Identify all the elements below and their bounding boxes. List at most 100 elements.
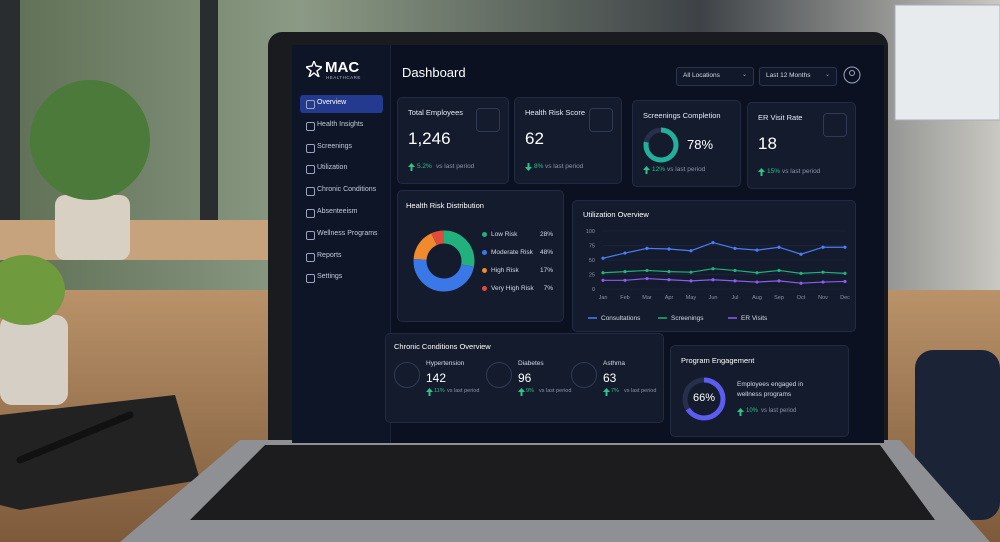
chart-area: 0 25 50 75 100 Jan Feb Mar Apr May Jun Jul Aug Sep Oct… [586, 229, 850, 322]
nav-icon [306, 121, 315, 131]
condition-icon [486, 362, 512, 388]
arrow [758, 168, 765, 176]
trend-arrow [426, 388, 433, 396]
risk-card: Health Risk Distribution Low Risk 28% Moder… [397, 190, 564, 322]
nav-label: Health Insights [317, 120, 364, 128]
plant-pot [0, 315, 68, 405]
data-point [777, 245, 781, 249]
nav-item[interactable]: Wellness Programs [300, 226, 383, 244]
kpi-value: 1,246 [408, 129, 451, 148]
nav-icon [306, 187, 315, 197]
nav-icon [306, 252, 315, 262]
kpi-change: 15% [767, 168, 781, 175]
data-point [667, 247, 671, 251]
arrow [603, 388, 610, 396]
trend-arrow [758, 168, 765, 176]
condition-icon [571, 362, 597, 388]
nav-icon [306, 209, 315, 218]
engagement-change: 10% [746, 408, 759, 414]
x-tick-label: Jul [731, 295, 738, 301]
legend-value: 17% [539, 267, 553, 274]
data-point [601, 271, 605, 275]
kpi-value: 78% [687, 137, 714, 152]
dropdown-caret: ⌄ [741, 72, 747, 78]
data-point [623, 278, 627, 282]
kpi-label: Total Employees [408, 108, 464, 117]
trend-arrow [643, 166, 650, 174]
trend-arrow [408, 163, 415, 171]
data-point [711, 241, 715, 245]
chart-area [682, 377, 726, 421]
x-tick-label: Mar [642, 295, 652, 301]
legend-dot [482, 232, 487, 237]
wall-poster [894, 4, 1000, 121]
kpi-note: vs last period [782, 168, 821, 175]
nav-icon [306, 143, 315, 153]
donut-segment [413, 230, 475, 292]
condition-value: 96 [518, 371, 532, 385]
pen [16, 411, 134, 464]
plant [30, 80, 150, 200]
nav-item[interactable]: Health Insights [300, 117, 383, 135]
nav-label: Utilization [317, 164, 348, 172]
nav-item[interactable]: Utilization [300, 160, 383, 178]
condition-value: 142 [426, 371, 447, 385]
page-title: Dashboard [402, 65, 466, 80]
y-tick-label: 0 [592, 287, 595, 293]
nav-label: Reports [317, 251, 342, 259]
filter-dropdown[interactable]: All Locations ⌄ [676, 67, 754, 86]
chronic-card: Chronic Conditions Overview Hypertension 1… [385, 333, 664, 423]
kpi-icon [589, 108, 613, 132]
data-point [843, 279, 847, 284]
condition-note: vs last period [447, 388, 480, 394]
brand-name: MAC [325, 59, 360, 76]
legend-label: ER Visits [741, 315, 768, 322]
chart-area [643, 127, 679, 163]
avatar [843, 66, 861, 84]
trend-arrow [525, 163, 532, 171]
nav-label: Settings [317, 273, 343, 281]
data-point [843, 245, 847, 249]
nav-icon [306, 230, 315, 240]
nav-item[interactable]: Chronic Conditions [300, 182, 383, 200]
data-point [821, 280, 825, 284]
condition-name: Diabetes [518, 360, 544, 367]
trend-arrow [737, 408, 744, 416]
y-tick-label: 75 [589, 244, 595, 250]
filter-label: Last 12 Months [766, 72, 811, 79]
nav-icon [306, 274, 315, 284]
kpi-card: Health Risk Score 62 8% vs last period [514, 97, 622, 184]
x-tick-label: Jan [599, 295, 608, 301]
data-point [777, 268, 781, 273]
trend-arrow [603, 388, 610, 396]
data-point [799, 281, 803, 285]
data-point [821, 270, 825, 274]
sidebar: MAC HEALTHCARE Overview Health Insights Scre… [292, 45, 391, 443]
x-tick-label: Jun [709, 295, 718, 301]
y-tick-label: 100 [586, 229, 595, 235]
nav-label: Chronic Conditions [317, 186, 377, 194]
filter-dropdown[interactable]: Last 12 Months ⌄ [759, 67, 837, 86]
data-point [645, 276, 649, 281]
avatar-head [849, 70, 855, 76]
data-point [711, 278, 715, 282]
dropdown-caret: ⌄ [824, 72, 830, 78]
data-point [733, 268, 737, 273]
arrow [426, 388, 433, 396]
nav-item[interactable]: Overview [300, 95, 383, 113]
nav-label: Wellness Programs [317, 229, 378, 237]
engagement-value: 66% [692, 392, 716, 404]
card-title: Program Engagement [681, 356, 755, 365]
nav-item[interactable]: Absenteeism [300, 204, 383, 222]
card-title: Utilization Overview [583, 210, 649, 219]
series-line [602, 241, 845, 259]
nav-icon [306, 165, 315, 175]
nav-item[interactable]: Screenings [300, 139, 383, 157]
nav-item[interactable]: Settings [300, 269, 383, 287]
legend-dot [482, 268, 487, 273]
arrow [408, 163, 415, 171]
nav-item[interactable]: Reports [300, 248, 383, 266]
data-point [601, 256, 605, 260]
legend-value: 48% [539, 249, 553, 256]
data-point [623, 270, 627, 274]
